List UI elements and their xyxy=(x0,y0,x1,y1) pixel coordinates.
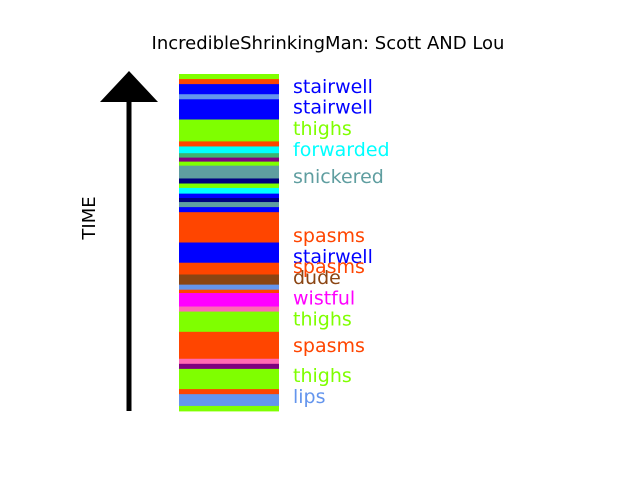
timeline-stripe xyxy=(179,289,279,294)
timeline-stripe xyxy=(179,306,279,312)
segment-label: wistful xyxy=(293,287,355,309)
segment-label: thighs xyxy=(293,365,352,387)
y-axis-label: TIME xyxy=(79,196,100,240)
timeline-stripe xyxy=(179,183,279,189)
segment-label: spasms xyxy=(293,256,365,278)
timeline-stripe xyxy=(179,293,279,307)
segment-label: spasms xyxy=(293,335,365,357)
segment-label: thighs xyxy=(293,308,352,330)
time-arrow-head xyxy=(100,71,158,102)
timeline-stripe xyxy=(179,146,279,154)
timeline-stripe xyxy=(179,284,279,291)
timeline-stripe xyxy=(179,368,279,390)
timeline-stripe xyxy=(179,74,279,80)
timeline-stripe xyxy=(179,331,279,360)
timeline-stripe xyxy=(179,165,279,179)
timeline-bar xyxy=(179,74,279,412)
timeline-stripe xyxy=(179,202,279,208)
timeline-stripe xyxy=(179,212,279,243)
segment-label: snickered xyxy=(293,166,384,188)
timeline-stripe xyxy=(179,358,279,365)
segment-label: stairwell xyxy=(293,246,373,268)
segment-label: lips xyxy=(293,386,326,408)
chart-title: IncredibleShrinkingMan: Scott AND Lou xyxy=(152,33,505,54)
timeline-stripe xyxy=(179,242,279,264)
segment-label: stairwell xyxy=(293,76,373,98)
segment-labels: stairwellstairwellthighsforwardedsnicker… xyxy=(293,76,390,408)
timeline-stripe xyxy=(179,161,279,167)
timeline-stripe xyxy=(179,84,279,95)
timeline-stripe xyxy=(179,141,279,147)
timeline-stripe xyxy=(179,79,279,85)
timeline-stripe xyxy=(179,187,279,195)
timeline-stripe xyxy=(179,94,279,100)
timeline-stripe xyxy=(179,394,279,407)
timeline-stripe xyxy=(179,193,279,199)
timeline-stripe xyxy=(179,405,279,412)
timeline-stripe xyxy=(179,198,279,203)
timeline-stripe xyxy=(179,363,279,370)
segment-label: dude xyxy=(293,267,341,289)
timeline-stripe xyxy=(179,153,279,158)
timeline-stripe xyxy=(179,178,279,184)
segment-label: stairwell xyxy=(293,97,373,119)
segment-label: spasms xyxy=(293,225,365,247)
segment-label: forwarded xyxy=(293,139,390,161)
timeline-stripe xyxy=(179,311,279,333)
timeline-stripe xyxy=(179,157,279,163)
timeline-stripe xyxy=(179,389,279,395)
timeline-stripe xyxy=(179,207,279,213)
timeline-stripe xyxy=(179,262,279,275)
time-arrow xyxy=(100,71,158,411)
segment-label: thighs xyxy=(293,118,352,140)
timeline-stripe xyxy=(179,99,279,120)
timeline-stripe xyxy=(179,119,279,142)
timeline-stripe xyxy=(179,274,279,286)
